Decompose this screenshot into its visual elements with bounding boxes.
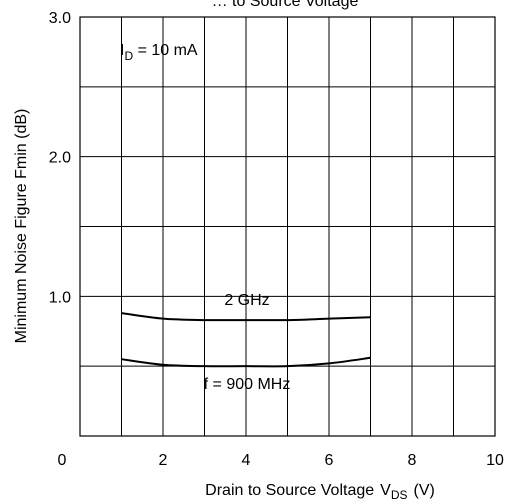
x-axis-title: Drain to Source Voltage VDS (V): [205, 482, 435, 501]
grid-lines: [80, 17, 495, 436]
y-tick-label: 2.0: [49, 150, 71, 167]
x-tick-label: 4: [242, 452, 251, 469]
series-label-2ghz: 2 GHz: [224, 292, 269, 309]
chart-title: … to Source Voltage: [212, 0, 359, 10]
x-tick-label: 8: [408, 452, 417, 469]
series-line-2ghz: [121, 312, 371, 322]
x-tick-label: 6: [325, 452, 334, 469]
y-tick-label: 3.0: [49, 10, 71, 27]
x-tick-labels: 0 2 4 6 8 10: [58, 452, 504, 469]
y-tick-label: 1.0: [49, 289, 71, 306]
plot-frame: [79, 16, 496, 437]
y-axis-title: Minimum Noise Figure Fmin (dB): [13, 109, 30, 344]
x-tick-label: 2: [159, 452, 168, 469]
x-tick-label: 0: [58, 452, 67, 469]
condition-annotation: ID = 10 mA: [120, 42, 198, 63]
y-tick-labels: 1.0 2.0 3.0: [49, 10, 71, 306]
data-curves: [121, 312, 371, 368]
series-label-900mhz: f = 900 MHz: [204, 376, 291, 393]
x-tick-label: 10: [486, 452, 504, 469]
series-line-900mhz: [121, 356, 371, 368]
